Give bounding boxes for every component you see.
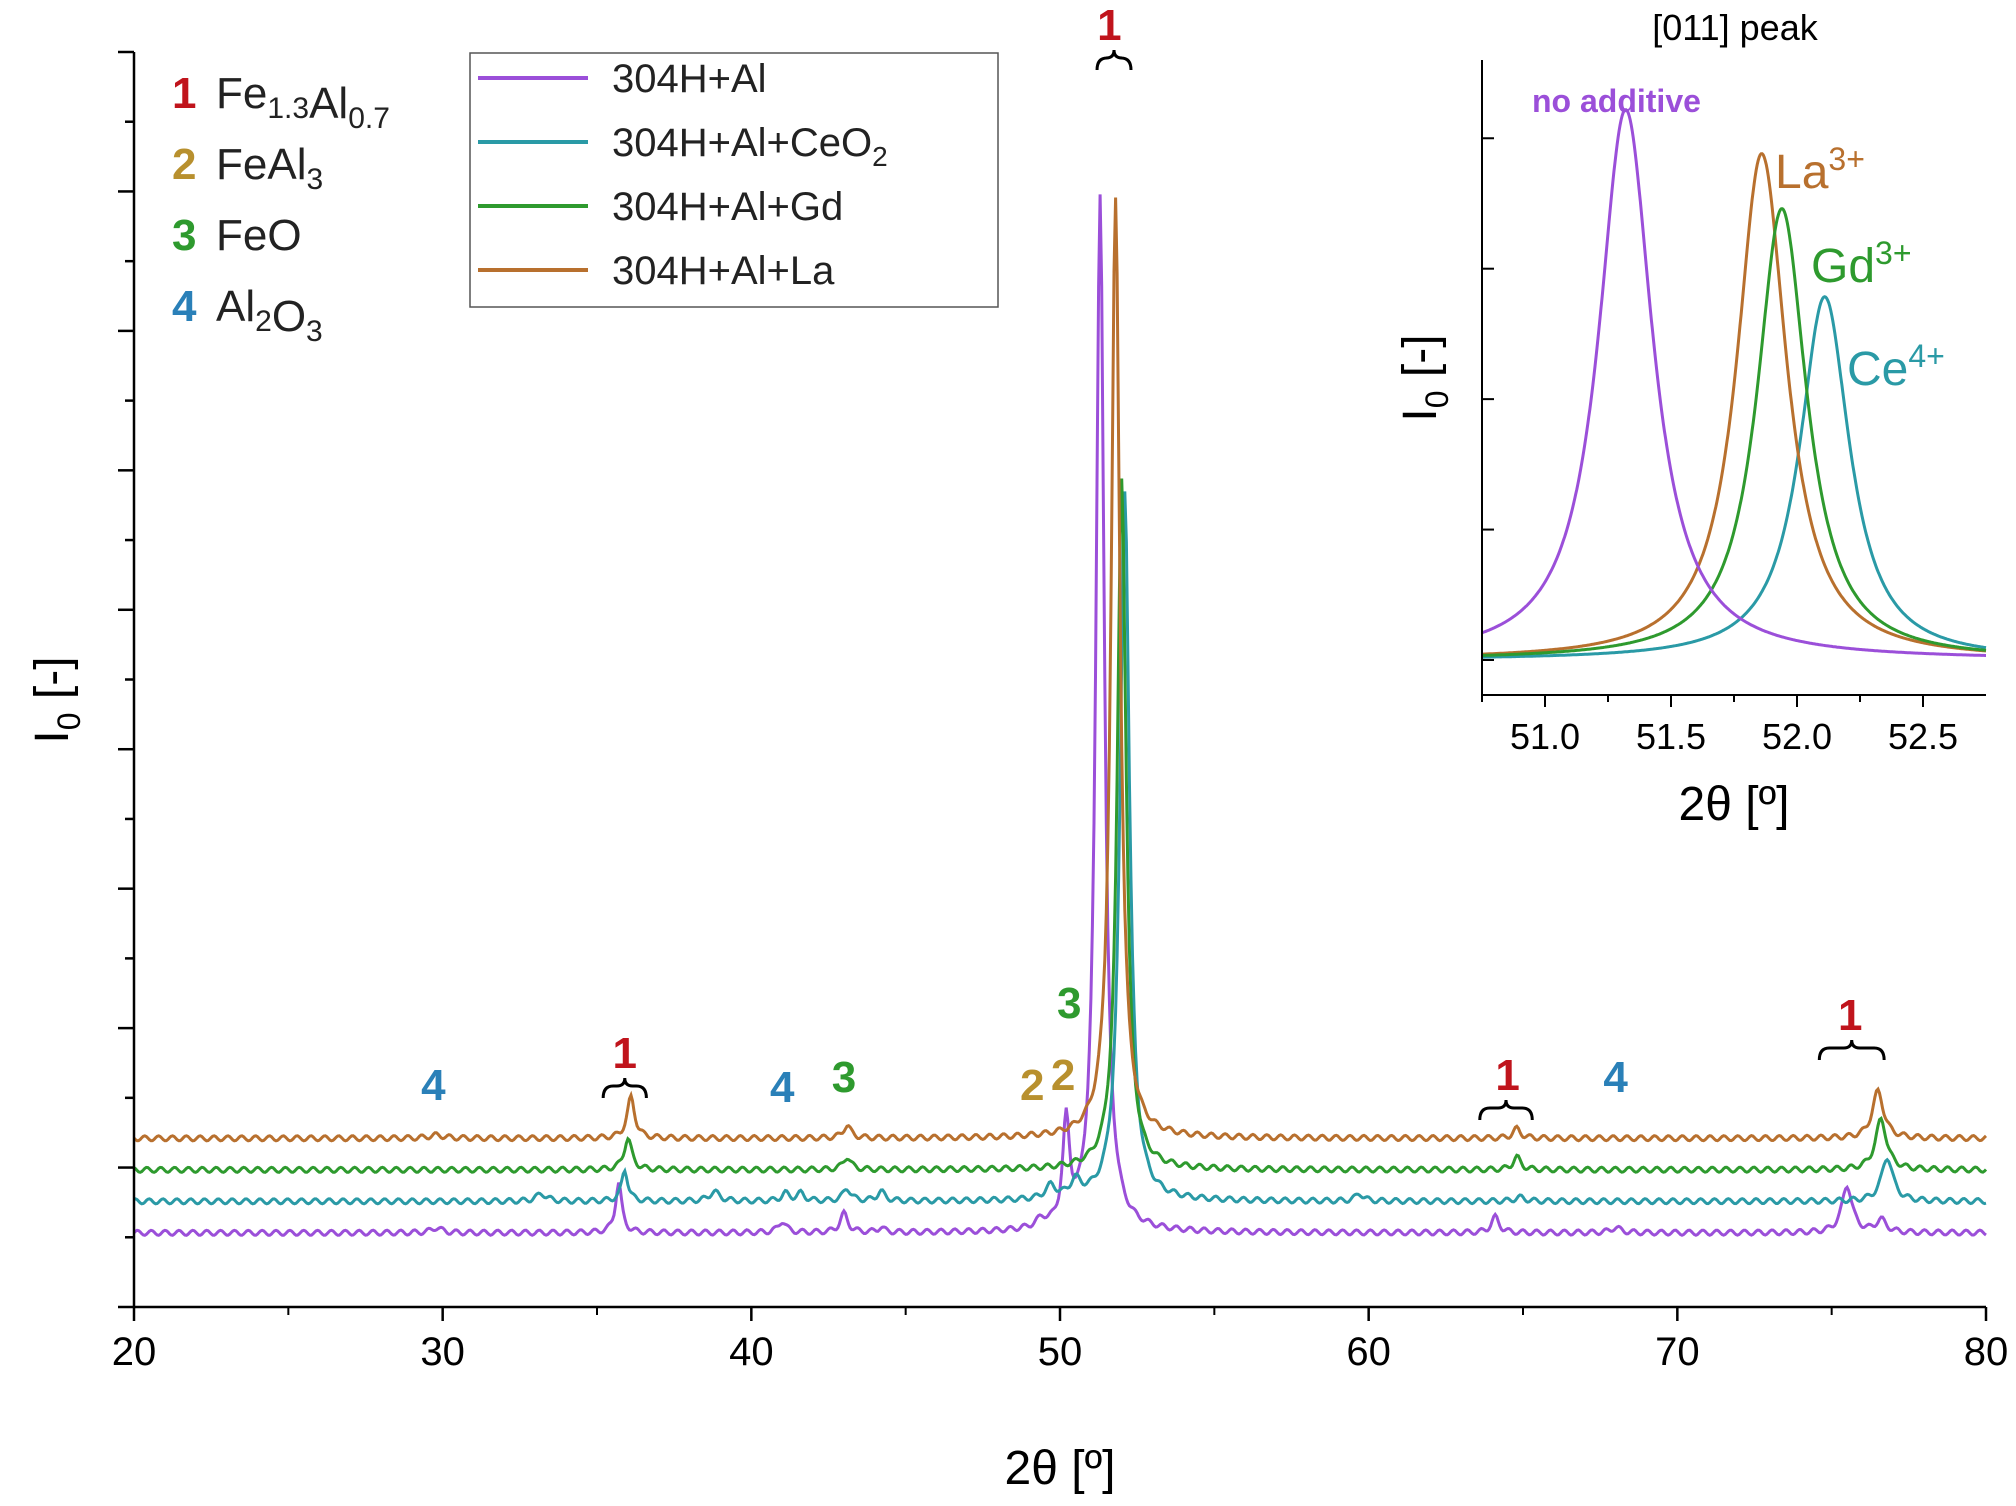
phase-key: 1 Fe1.3Al0.7 2 FeAl3 3 FeO 4 Al2O3 <box>172 69 390 348</box>
phase-key-number: 4 <box>172 282 197 331</box>
series-line-4 <box>132 197 1988 1143</box>
phase-key-formula: Fe1.3Al0.7 <box>216 69 390 135</box>
inset-series-label: La3+ <box>1775 141 1865 199</box>
legend: 304H+Al 304H+Al+CeO2 304H+Al+Gd 304H+Al+La <box>469 52 999 308</box>
main-x-ticks: 20 30 40 50 60 70 80 <box>112 1307 2009 1374</box>
peak-bracket <box>1478 1099 1534 1121</box>
inset-series-label: Ce4+ <box>1847 338 1945 396</box>
main-y-axis-label: I0 [-] <box>26 656 87 743</box>
x-tick-label: 30 <box>420 1330 465 1374</box>
peak-bracket <box>601 1077 648 1099</box>
peak-label-4: 4 <box>421 1061 446 1110</box>
peak-bracket <box>1817 1039 1886 1061</box>
phase-key-number: 1 <box>172 69 196 118</box>
legend-label: 304H+Al+La <box>612 249 835 293</box>
series-line-3 <box>133 478 1988 1174</box>
inset-title: [011] peak <box>1652 7 1818 48</box>
inset-y-axis-label: I0 [-] <box>1394 334 1455 421</box>
inset-series-labels: no additive La3+ Gd3+ Ce4+ <box>1532 83 1945 396</box>
inset-x-tick-label: 51.0 <box>1510 716 1580 757</box>
inset-series-line <box>1482 295 1987 659</box>
phase-key-formula: FeAl3 <box>216 140 323 196</box>
main-series-group <box>132 194 1988 1237</box>
peak-label-1: 1 <box>613 1029 637 1078</box>
inset-y-ticks <box>1482 137 1494 661</box>
peak-label-3: 3 <box>832 1053 856 1102</box>
inset-series-label: no additive <box>1532 83 1701 119</box>
x-tick-label: 60 <box>1346 1330 1391 1374</box>
legend-label: 304H+Al+Gd <box>612 185 843 229</box>
phase-key-formula: Al2O3 <box>216 282 323 348</box>
series-line-2 <box>133 491 1987 1206</box>
peak-label-4: 4 <box>1603 1053 1628 1102</box>
inset-series-line <box>1481 207 1987 657</box>
peak-label-2: 2 <box>1020 1061 1044 1110</box>
inset-series-line <box>1482 152 1987 656</box>
peak-label-1: 1 <box>1097 1 1121 50</box>
x-tick-label: 50 <box>1038 1330 1083 1374</box>
peak-label-3: 3 <box>1057 979 1081 1028</box>
inset-x-tick-label: 52.0 <box>1762 716 1832 757</box>
inset-x-tick-label: 52.5 <box>1888 716 1958 757</box>
inset-x-tick-label: 51.5 <box>1636 716 1706 757</box>
x-tick-label: 80 <box>1964 1330 2009 1374</box>
phase-key-formula: FeO <box>216 211 302 260</box>
phase-key-number: 3 <box>172 211 196 260</box>
inset-series-group <box>1481 108 1987 659</box>
inset-series-label: Gd3+ <box>1811 235 1912 293</box>
legend-box <box>469 52 999 308</box>
legend-label: 304H+Al <box>612 57 767 101</box>
x-tick-label: 70 <box>1655 1330 1700 1374</box>
main-x-axis-label: 2θ [º] <box>1005 1442 1116 1495</box>
x-tick-label: 40 <box>729 1330 774 1374</box>
legend-label: 304H+Al+CeO2 <box>612 121 888 172</box>
inset-series-line <box>1481 108 1986 657</box>
peak-label-1: 1 <box>1838 991 1862 1040</box>
peak-label-1: 1 <box>1495 1051 1519 1100</box>
peak-label-2: 2 <box>1051 1051 1075 1100</box>
main-plot-frame <box>134 52 1986 1307</box>
inset-x-ticks: 51.0 51.5 52.0 52.5 <box>1481 695 1958 757</box>
main-y-ticks <box>118 50 134 1309</box>
inset-x-axis-label: 2θ [º] <box>1679 778 1790 831</box>
peak-label-4: 4 <box>770 1063 795 1112</box>
phase-key-number: 2 <box>172 140 196 189</box>
peak-bracket <box>1095 49 1133 71</box>
x-tick-label: 20 <box>112 1330 157 1374</box>
